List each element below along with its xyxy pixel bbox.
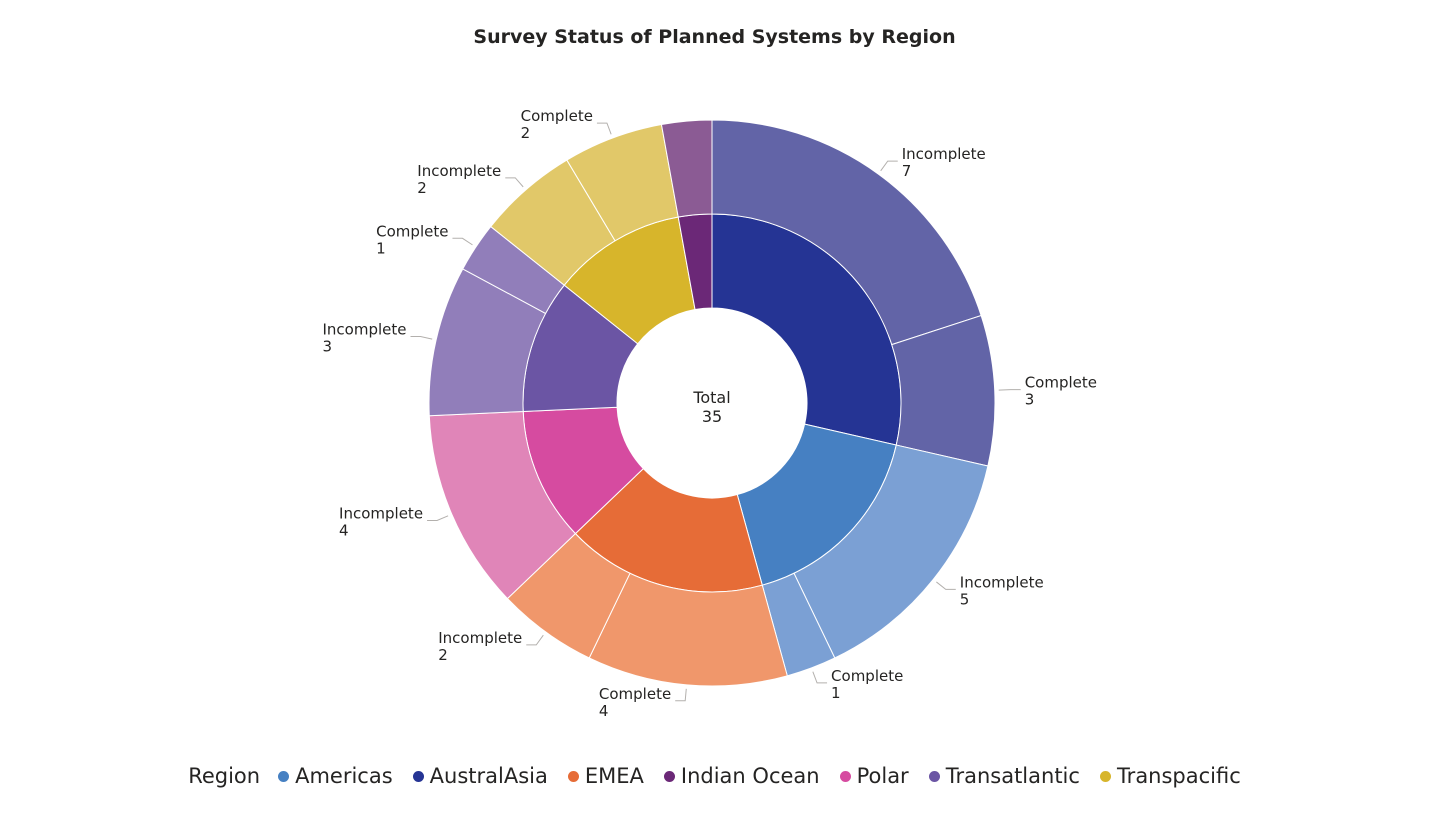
- legend-marker-icon: [663, 770, 675, 782]
- data-label-category: Incomplete: [322, 320, 406, 338]
- data-label-category: Incomplete: [417, 162, 501, 180]
- data-label-value: 3: [1025, 391, 1035, 409]
- data-labels: Incomplete7Complete3Incomplete5Complete1…: [322, 107, 1096, 720]
- legend-marker-icon: [278, 770, 290, 782]
- legend-item-polar[interactable]: Polar: [839, 764, 909, 788]
- outer-slice-australasia-incomplete[interactable]: [711, 119, 982, 346]
- data-label-value: 2: [417, 179, 427, 197]
- legend: Region Americas AustralAsia EMEA Indian Oce…: [0, 760, 1429, 792]
- data-label-category: Complete: [376, 222, 448, 240]
- legend-label: Indian Ocean: [680, 764, 820, 788]
- data-label-value: 2: [438, 646, 448, 664]
- leader-line: [812, 671, 828, 684]
- legend-marker-icon: [1099, 770, 1111, 782]
- data-label-value: 1: [831, 684, 841, 702]
- leader-line: [452, 237, 473, 246]
- legend-item-transpacific[interactable]: Transpacific: [1099, 764, 1241, 788]
- data-label-category: Incomplete: [902, 145, 986, 163]
- legend-marker-icon: [412, 770, 424, 782]
- legend-item-transatlantic[interactable]: Transatlantic: [928, 764, 1080, 788]
- legend-item-indian-ocean[interactable]: Indian Ocean: [663, 764, 820, 788]
- data-label-category: Complete: [599, 685, 671, 703]
- data-label-value: 5: [960, 590, 970, 608]
- data-label-category: Complete: [831, 667, 903, 685]
- leader-line: [880, 160, 898, 172]
- legend-label: Transpacific: [1116, 764, 1241, 788]
- center-total-label: Total: [692, 388, 730, 407]
- data-label-category: Complete: [521, 107, 593, 125]
- leader-line: [596, 122, 612, 135]
- data-label-value: 7: [902, 162, 912, 180]
- outer-slice-indian-ocean-complete[interactable]: [660, 119, 713, 218]
- chart-title: Survey Status of Planned Systems by Regi…: [473, 26, 956, 48]
- data-label-category: Complete: [1025, 374, 1097, 392]
- outer-ring: [428, 119, 996, 687]
- legend-item-emea[interactable]: EMEA: [567, 764, 644, 788]
- leader-line: [410, 335, 433, 340]
- data-label-category: Incomplete: [960, 573, 1044, 591]
- data-label-value: 4: [599, 702, 609, 720]
- legend-title: Region: [188, 764, 261, 788]
- data-label-value: 4: [339, 522, 349, 540]
- data-label-category: Incomplete: [339, 505, 423, 523]
- leader-line: [675, 688, 687, 702]
- legend-item-americas[interactable]: Americas: [278, 764, 393, 788]
- legend-label: EMEA: [584, 764, 644, 788]
- leader-line: [505, 177, 524, 188]
- data-label-value: 2: [521, 124, 531, 142]
- data-label-category: Incomplete: [438, 629, 522, 647]
- center-total-value: 35: [702, 407, 722, 426]
- legend-marker-icon: [567, 770, 579, 782]
- legend-item-australasia[interactable]: AustralAsia: [412, 764, 548, 788]
- leader-line: [526, 634, 544, 646]
- leader-line: [936, 581, 956, 590]
- legend-label: AustralAsia: [429, 764, 548, 788]
- leader-line: [998, 389, 1021, 391]
- legend-label: Polar: [856, 764, 909, 788]
- legend-marker-icon: [928, 770, 940, 782]
- data-label-value: 3: [322, 337, 332, 355]
- legend-label: Americas: [295, 764, 393, 788]
- data-label-value: 1: [376, 239, 386, 257]
- legend-marker-icon: [839, 770, 851, 782]
- leader-line: [427, 515, 449, 522]
- legend-label: Transatlantic: [945, 764, 1080, 788]
